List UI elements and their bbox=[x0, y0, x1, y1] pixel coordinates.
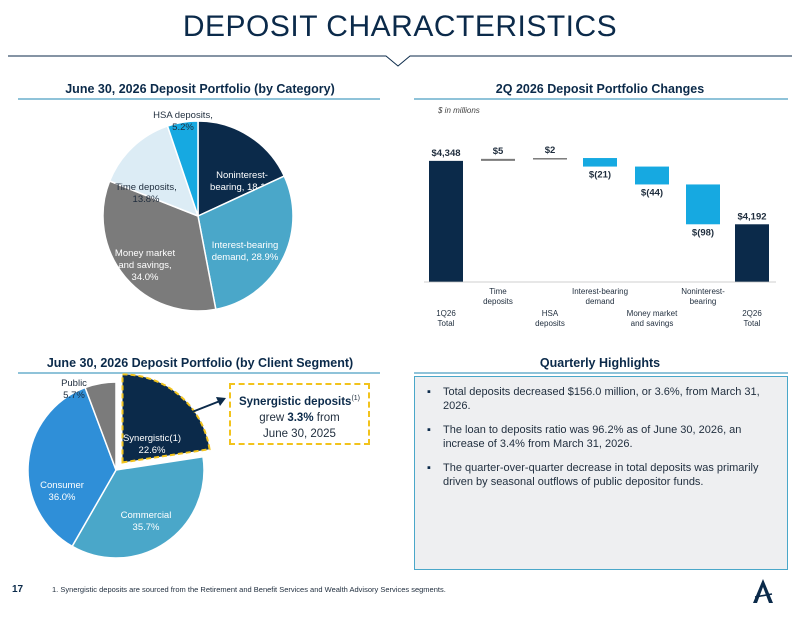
pie-slice-label: Noninterest-bearing, 18.1% bbox=[210, 170, 274, 193]
waterfall-bar bbox=[686, 184, 720, 225]
highlights-section-title: Quarterly Highlights bbox=[539, 356, 661, 370]
waterfall-value-label: $4,192 bbox=[737, 211, 766, 222]
changes-section-title: 2Q 2026 Deposit Portfolio Changes bbox=[495, 82, 705, 96]
header-divider bbox=[8, 55, 792, 67]
changes-section-rule bbox=[414, 98, 788, 100]
highlight-item: Total deposits decreased $156.0 million,… bbox=[427, 385, 775, 413]
waterfall-category-label: Time deposits bbox=[483, 287, 513, 306]
footnote: 1. Synergistic deposits are sourced from… bbox=[52, 585, 446, 594]
pie-slice-label: Synergistic(1) 22.6% bbox=[123, 433, 181, 456]
waterfall-bar bbox=[533, 158, 567, 160]
waterfall-category-label: Money market and savings bbox=[627, 309, 678, 328]
waterfall-bar bbox=[635, 166, 669, 185]
pie-slice-time-deposits bbox=[108, 125, 200, 218]
pie-slice-label: Public 5.7% bbox=[61, 378, 87, 401]
page-number: 17 bbox=[12, 584, 24, 595]
units-note: $ in millions bbox=[438, 106, 480, 115]
highlights-section-rule bbox=[414, 372, 788, 374]
pie-slice-label: Consumer 36.0% bbox=[40, 480, 84, 503]
callout-line-2: grew 3.3% from bbox=[259, 411, 340, 424]
callout-line-3: June 30, 2025 bbox=[263, 427, 336, 440]
waterfall-category-label: Interest-bearing demand bbox=[572, 287, 628, 306]
waterfall-value-label: $(98) bbox=[692, 227, 714, 238]
waterfall-category-label: Noninterest-bearing bbox=[681, 287, 725, 306]
pie-slice-synergistic bbox=[121, 373, 211, 464]
waterfall-value-label: $4,348 bbox=[431, 148, 460, 159]
callout-arrow-icon bbox=[191, 397, 226, 413]
waterfall-value-label: $2 bbox=[545, 145, 556, 156]
pie-slice-consumer bbox=[27, 386, 117, 548]
waterfall-bar bbox=[481, 158, 515, 161]
pie-slice-label: Time deposits, 13.8% bbox=[115, 182, 176, 205]
page-title: DEPOSIT CHARACTERISTICS bbox=[182, 10, 618, 43]
pie-slice-label: Commercial 35.7% bbox=[121, 510, 172, 533]
arrow-a-logo-icon bbox=[753, 579, 773, 603]
pie-slice-interest-bearing-demand bbox=[197, 175, 294, 311]
category-section-title: June 30, 2026 Deposit Portfolio (by Cate… bbox=[65, 82, 335, 96]
waterfall-bar bbox=[583, 158, 617, 167]
pie-slice-label: Money market and savings, 34.0% bbox=[115, 248, 176, 283]
waterfall-value-label: $5 bbox=[493, 146, 504, 157]
waterfall-category-label: 1Q26 Total bbox=[436, 309, 456, 328]
quarterly-highlights-box: Total deposits decreased $156.0 million,… bbox=[414, 376, 788, 570]
pie-slice-public bbox=[84, 381, 117, 471]
segment-section-rule bbox=[18, 372, 380, 374]
highlight-item: The loan to deposits ratio was 96.2% as … bbox=[427, 423, 775, 451]
waterfall-value-label: $(21) bbox=[589, 170, 611, 181]
category-section-rule bbox=[18, 98, 380, 100]
pie-slice-hsa-deposits bbox=[166, 120, 199, 217]
pie-slice-label: Interest-bearing demand, 28.9% bbox=[212, 240, 279, 263]
waterfall-bar bbox=[429, 160, 463, 282]
pie-slice-label: HSA deposits, 5.2% bbox=[153, 110, 213, 133]
pie-slice-noninterest-bearing bbox=[197, 120, 286, 218]
segment-section-title: June 30, 2026 Deposit Portfolio (by Clie… bbox=[46, 356, 354, 370]
waterfall-category-label: HSA deposits bbox=[535, 309, 565, 328]
waterfall-value-label: $(44) bbox=[641, 187, 663, 198]
synergistic-callout: Synergistic deposits(1) grew 3.3% from J… bbox=[229, 383, 370, 445]
waterfall-category-label: 2Q26 Total bbox=[742, 309, 762, 328]
waterfall-bar bbox=[735, 224, 769, 282]
pie-slice-commercial bbox=[71, 455, 205, 559]
callout-line-1: Synergistic deposits(1) bbox=[238, 395, 361, 408]
highlight-item: The quarter-over-quarter decrease in tot… bbox=[427, 461, 775, 489]
pie-slice-money-market-and-savings bbox=[102, 180, 217, 312]
